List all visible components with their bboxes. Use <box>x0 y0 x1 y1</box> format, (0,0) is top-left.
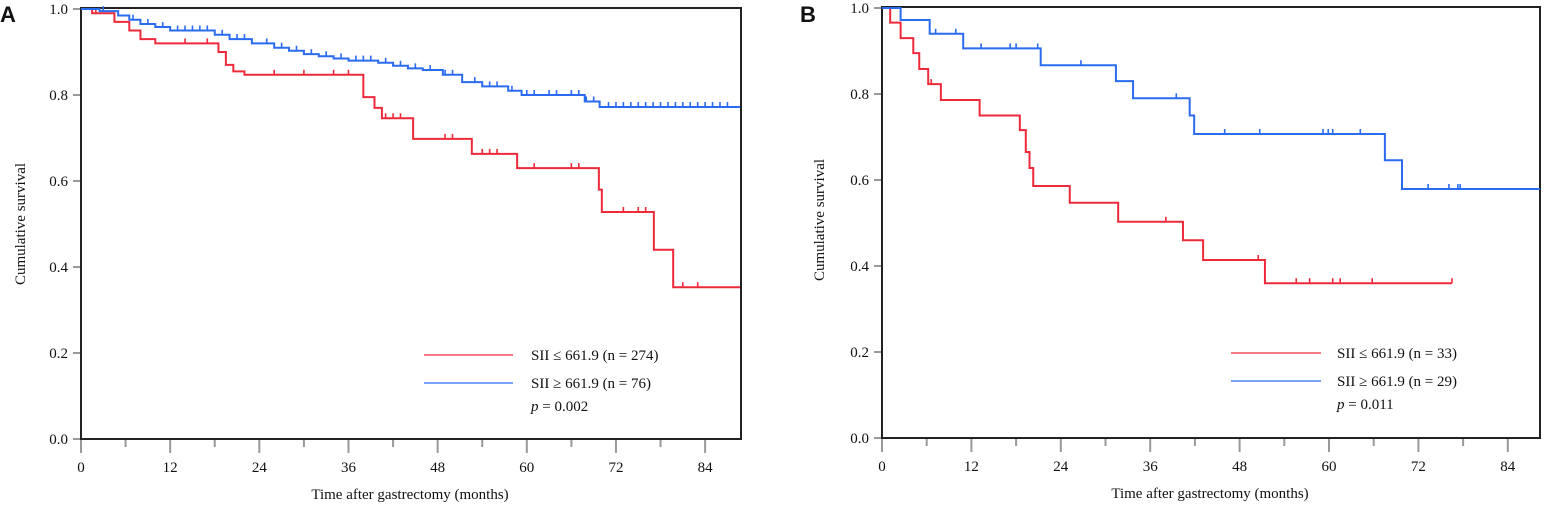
y-tick-label-b: 0.0 <box>850 431 869 447</box>
x-tick-label-b: 48 <box>1232 459 1247 475</box>
y-tick-label-b: 0.6 <box>850 173 869 189</box>
x-tick-label-a: 0 <box>77 460 85 476</box>
x-tick-label-a: 72 <box>608 460 623 476</box>
x-tick-label-b: 72 <box>1411 459 1426 475</box>
y-tick-label-a: 0.6 <box>49 174 68 190</box>
y-tick-label-b: 0.4 <box>850 259 869 275</box>
x-tick-label-a: 12 <box>163 460 178 476</box>
y-tick-label-a: 0.8 <box>49 88 68 104</box>
x-tick-label-b: 0 <box>878 459 886 475</box>
legend-entry-b-1: SII ≤ 661.9 (n = 33) <box>1337 346 1457 362</box>
survival-curve-blue-a <box>81 8 741 109</box>
survival-curve-blue-b <box>882 7 1540 191</box>
x-axis-label-a: Time after gastrectomy (months) <box>311 487 508 503</box>
x-tick-label-a: 60 <box>519 460 534 476</box>
x-tick-label-b: 36 <box>1143 459 1159 475</box>
y-tick-label-a: 0.0 <box>49 432 68 448</box>
legend-entry-b-2: SII ≥ 661.9 (n = 29) <box>1337 374 1457 390</box>
x-tick-label-a: 24 <box>252 460 268 476</box>
x-axis-label-b: Time after gastrectomy (months) <box>1111 486 1308 502</box>
plot-frame-b <box>881 6 1541 439</box>
x-tick-label-b: 24 <box>1053 459 1069 475</box>
panel-b: B Cumulative survival Time after gastrec… <box>800 1 1541 502</box>
x-tick-label-b: 60 <box>1322 459 1337 475</box>
y-axis-label-a: Cumulative survival <box>13 163 29 285</box>
y-tick-label-b: 0.2 <box>850 345 869 361</box>
legend-entry-a-2: SII ≥ 661.9 (n = 76) <box>531 376 651 392</box>
legend-entry-a-1: SII ≤ 661.9 (n = 274) <box>531 348 659 364</box>
panel-label-a: A <box>0 2 16 27</box>
p-value-b: p = 0.011 <box>1336 397 1394 413</box>
x-tick-label-b: 84 <box>1500 459 1516 475</box>
y-tick-label-a: 0.2 <box>49 346 68 362</box>
survival-curve-red-a <box>81 8 741 289</box>
y-axis-label-b: Cumulative survival <box>812 159 828 281</box>
x-tick-label-a: 36 <box>341 460 357 476</box>
panel-label-b: B <box>800 2 816 27</box>
p-value-a: p = 0.002 <box>530 399 588 415</box>
x-tick-label-b: 12 <box>964 459 979 475</box>
plot-frame-a <box>80 7 742 440</box>
y-tick-label-b: 0.8 <box>850 87 869 103</box>
x-tick-label-a: 84 <box>698 460 714 476</box>
y-tick-label-a: 1.0 <box>49 2 68 18</box>
y-tick-label-b: 1.0 <box>850 1 869 17</box>
y-tick-label-a: 0.4 <box>49 260 68 276</box>
panel-a: A Cumulative survival Time after gastrec… <box>0 2 742 503</box>
x-tick-label-a: 48 <box>430 460 445 476</box>
survival-curve-red-b <box>882 7 1452 285</box>
